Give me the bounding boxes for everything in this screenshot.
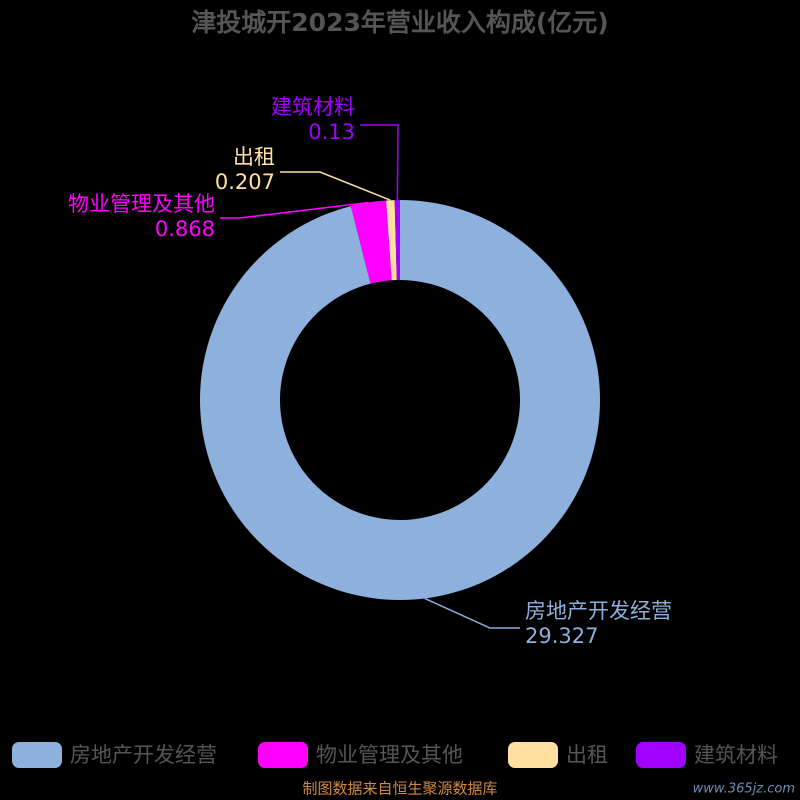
data-label: 0.207 — [215, 170, 275, 194]
watermark: www.365jz.com — [693, 782, 795, 797]
donut-slice — [199, 200, 600, 600]
data-label: 0.13 — [308, 120, 355, 144]
donut-slice — [386, 200, 397, 281]
legend-swatch — [636, 742, 686, 768]
slice-label: 建筑材料 — [271, 95, 355, 119]
slice-label: 房地产开发经营 — [525, 599, 672, 623]
legend-swatch — [12, 742, 62, 768]
donut-slice — [350, 200, 392, 284]
slice-label: 物业管理及其他 — [68, 192, 215, 216]
slice-label: 出租 — [233, 145, 275, 169]
leader-line — [360, 124, 399, 201]
chart-title: 津投城开2023年营业收入构成(亿元) — [191, 8, 608, 37]
donut-slice — [394, 200, 400, 281]
source-note: 制图数据来自恒生聚源数据库 — [302, 780, 497, 798]
legend-label: 物业管理及其他 — [316, 743, 463, 767]
legend-label: 房地产开发经营 — [70, 743, 217, 767]
data-label: 29.327 — [525, 624, 598, 648]
legend-label: 出租 — [566, 743, 608, 767]
leader-line — [220, 201, 369, 219]
data-label: 0.868 — [155, 217, 215, 241]
leader-line — [280, 171, 391, 201]
legend-swatch — [258, 742, 308, 768]
legend-label: 建筑材料 — [694, 743, 778, 767]
leader-line — [424, 597, 520, 629]
legend-swatch — [508, 742, 558, 768]
